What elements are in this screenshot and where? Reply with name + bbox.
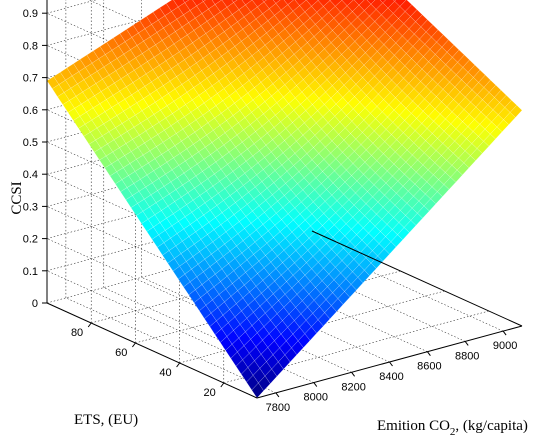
- y-tick-label: 20: [204, 387, 216, 399]
- y-tick-label: 80: [71, 327, 83, 339]
- z-tick-label: 0: [32, 298, 38, 310]
- surface-cell: [251, 382, 264, 399]
- x-axis-far-line: [311, 230, 523, 327]
- tick-labels: 00.10.20.30.40.50.60.70.80.9120406080780…: [23, 8, 518, 414]
- surface-cell: [262, 0, 267, 3]
- x-tick-mark: [389, 361, 393, 367]
- z-tick-label: 0.5: [23, 137, 38, 149]
- x-tick-mark: [351, 371, 356, 377]
- x-tick-mark: [502, 330, 507, 336]
- z-tick-label: 0.1: [23, 266, 38, 278]
- z-tick-label: 0.9: [23, 8, 38, 20]
- x-tick-label: 8200: [341, 381, 365, 393]
- y-tick-mark: [87, 322, 92, 328]
- x-tick-label: 9000: [493, 340, 517, 352]
- x-axis-label-subscript: 2: [450, 426, 456, 438]
- y-axis-line: [46, 302, 258, 399]
- x-tick-label: 8800: [455, 350, 479, 362]
- z-tick-label: 0.2: [23, 234, 38, 246]
- y-tick-mark: [131, 342, 136, 348]
- z-tick-label: 0.7: [23, 73, 38, 85]
- x-axis-label: Emition CO2, (kg/capita): [377, 418, 528, 438]
- z-axis-label: CCSI: [9, 181, 25, 214]
- x-tick-mark: [313, 382, 318, 387]
- z-tick-label: 0.6: [23, 105, 38, 117]
- grid-z-back: [46, 0, 97, 14]
- y-tick-label: 60: [115, 347, 127, 359]
- x-axis-label-main: Emition CO: [377, 418, 450, 434]
- z-tick-label: 0.8: [23, 40, 38, 52]
- surface-cell: [393, 0, 397, 2]
- z-tick-label: 0.4: [23, 169, 38, 181]
- x-tick-mark: [426, 351, 431, 357]
- y-tick-mark: [176, 362, 181, 368]
- z-tick-label: 0.3: [23, 201, 38, 213]
- x-tick-label: 8400: [379, 371, 403, 383]
- x-tick-mark: [275, 392, 280, 398]
- x-tick-mark: [464, 341, 469, 346]
- x-axis-label-units: , (kg/capita): [455, 418, 527, 434]
- y-tick-label: 40: [159, 367, 171, 379]
- y-tick-mark: [220, 382, 225, 388]
- x-tick-label: 8000: [304, 392, 328, 404]
- surface-cell: [231, 0, 238, 3]
- surface-cell: [272, 0, 281, 4]
- surface-cell: [379, 0, 386, 4]
- axes-layer: [42, 0, 523, 399]
- x-tick-label: 8600: [417, 361, 441, 373]
- surface-layer: [46, 0, 523, 399]
- x-tick-label: 7800: [266, 402, 290, 414]
- y-axis-label: ETS, (EU): [74, 412, 138, 428]
